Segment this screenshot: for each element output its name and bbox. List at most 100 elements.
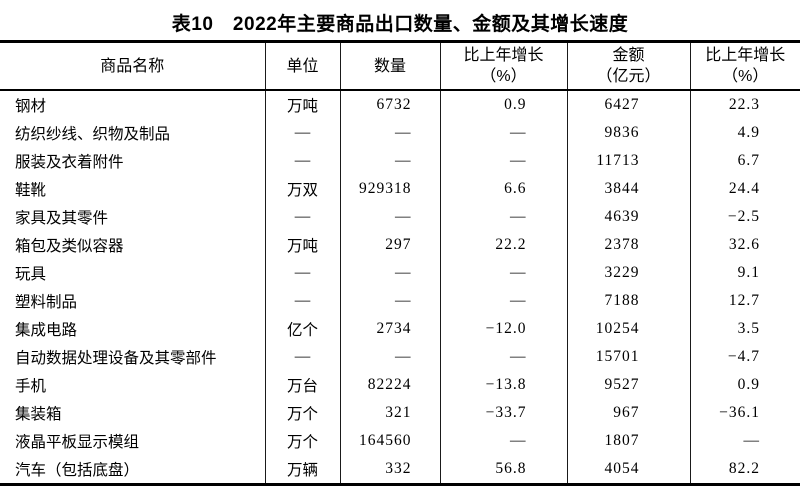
unit-cell: — (264, 259, 340, 287)
amount-growth-cell: −36.1 (689, 399, 800, 427)
column-header-label: 金额 (612, 47, 645, 64)
table-row: 集装箱 万个 321 −33.7 967 −36.1 (0, 399, 800, 427)
amount-cell: 1807 (566, 427, 690, 455)
amount-cell: 7188 (566, 287, 690, 315)
unit-cell: 万双 (264, 175, 340, 203)
amount-cell: 4054 (566, 455, 690, 485)
quantity-cell: 6732 (339, 90, 440, 119)
amount-cell: 9527 (566, 371, 690, 399)
unit-cell: 万个 (264, 399, 340, 427)
table-row: 汽车（包括底盘） 万辆 332 56.8 4054 82.2 (0, 455, 800, 485)
export-commodities-table: 商品名称 单位 数量 比上年增长 （%） 金额 （亿元） (0, 40, 800, 486)
quantity-cell: — (339, 147, 440, 175)
quantity-cell: — (339, 119, 440, 147)
table-row: 塑料制品 — — —7188 12.7 (0, 287, 800, 315)
amount-growth-cell: — (689, 427, 800, 455)
quantity-growth-cell: 22.2 (439, 231, 567, 259)
commodity-name-cell: 钢材 (15, 98, 47, 115)
amount-cell: 6427 (566, 90, 690, 119)
commodity-name-cell: 纺织纱线、织物及制品 (15, 126, 171, 143)
quantity-growth-cell: −33.7 (439, 399, 567, 427)
table-row: 钢材 万吨 6732 0.9 6427 22.3 (0, 90, 800, 119)
commodity-name-cell: 自动数据处理设备及其零部件 (15, 350, 217, 367)
amount-cell: 4639 (566, 203, 690, 231)
quantity-cell: 321 (339, 399, 440, 427)
column-header-label: 单位 (286, 57, 319, 75)
column-header-sublabel: （%） (480, 68, 527, 85)
quantity-cell: 929318 (339, 175, 440, 203)
commodity-name-cell: 塑料制品 (15, 294, 78, 311)
commodity-name-cell: 手机 (15, 378, 47, 395)
amount-cell: 11713 (566, 147, 690, 175)
quantity-growth-cell: — (439, 427, 567, 455)
amount-cell: 9836 (566, 119, 690, 147)
table-header: 商品名称 单位 数量 比上年增长 （%） 金额 （亿元） (0, 41, 800, 91)
column-header-label: 比上年增长 (463, 47, 544, 64)
table-row: 自动数据处理设备及其零部件 — — —15701 −4.7 (0, 343, 800, 371)
commodity-name-cell: 液晶平板显示模组 (15, 434, 140, 451)
column-header-amount: 金额 （亿元） (566, 41, 690, 91)
amount-growth-cell: 82.2 (689, 455, 800, 485)
amount-growth-cell: 22.3 (689, 90, 800, 119)
quantity-cell: 2734 (339, 315, 440, 343)
column-header-amount-growth: 比上年增长 （%） (689, 41, 800, 91)
column-header-label: 商品名称 (100, 57, 165, 75)
quantity-growth-cell: −13.8 (439, 371, 567, 399)
unit-cell: — (264, 119, 340, 147)
quantity-cell: — (339, 259, 440, 287)
amount-growth-cell: 32.6 (689, 231, 800, 259)
unit-cell: — (264, 287, 340, 315)
amount-cell: 10254 (566, 315, 690, 343)
table-row: 集成电路 亿个 2734 −12.0 10254 3.5 (0, 315, 800, 343)
table-row: 液晶平板显示模组 万个 164560—1807— (0, 427, 800, 455)
commodity-name-cell: 集装箱 (15, 406, 62, 423)
amount-cell: 3229 (566, 259, 690, 287)
unit-cell: 万吨 (264, 90, 340, 119)
amount-cell: 15701 (566, 343, 690, 371)
table-row: 玩具 — — —3229 9.1 (0, 259, 800, 287)
unit-cell: — (264, 147, 340, 175)
unit-cell: — (264, 203, 340, 231)
amount-growth-cell: −4.7 (689, 343, 800, 371)
quantity-cell: 164560 (339, 427, 440, 455)
quantity-growth-cell: — (439, 203, 567, 231)
table-row: 鞋靴 万双 929318 6.6 3844 24.4 (0, 175, 800, 203)
quantity-growth-cell: 56.8 (439, 455, 567, 485)
table-title: 表10 2022年主要商品出口数量、金额及其增长速度 (171, 14, 629, 35)
amount-growth-cell: 3.5 (689, 315, 800, 343)
amount-cell: 967 (566, 399, 690, 427)
quantity-growth-cell: — (439, 259, 567, 287)
quantity-growth-cell: — (439, 119, 567, 147)
quantity-cell: 332 (339, 455, 440, 485)
commodity-name-cell: 集成电路 (15, 322, 78, 339)
column-header-label: 比上年增长 (705, 47, 786, 64)
table-row: 家具及其零件 — — —4639 −2.5 (0, 203, 800, 231)
amount-growth-cell: −2.5 (689, 203, 800, 231)
header-row: 商品名称 单位 数量 比上年增长 （%） 金额 （亿元） (0, 41, 800, 91)
amount-growth-cell: 12.7 (689, 287, 800, 315)
quantity-growth-cell: — (439, 343, 567, 371)
amount-growth-cell: 4.9 (689, 119, 800, 147)
column-header-sublabel: （%） (722, 68, 769, 85)
quantity-growth-cell: −12.0 (439, 315, 567, 343)
quantity-cell: — (339, 343, 440, 371)
commodity-name-cell: 鞋靴 (15, 182, 47, 199)
unit-cell: 万台 (264, 371, 340, 399)
quantity-growth-cell: — (439, 287, 567, 315)
amount-growth-cell: 0.9 (689, 371, 800, 399)
unit-cell: — (264, 343, 340, 371)
commodity-name-cell: 箱包及类似容器 (15, 238, 124, 255)
amount-growth-cell: 24.4 (689, 175, 800, 203)
table-row: 手机 万台 82224 −13.8 9527 0.9 (0, 371, 800, 399)
table-row: 服装及衣着附件 — — —11713 6.7 (0, 147, 800, 175)
quantity-cell: 297 (339, 231, 440, 259)
amount-cell: 3844 (566, 175, 690, 203)
commodity-name-cell: 玩具 (15, 266, 47, 283)
table-row: 箱包及类似容器 万吨 297 22.2 2378 32.6 (0, 231, 800, 259)
commodity-name-cell: 服装及衣着附件 (15, 154, 124, 171)
table-row: 纺织纱线、织物及制品 — — —9836 4.9 (0, 119, 800, 147)
quantity-cell: — (339, 203, 440, 231)
column-header-commodity-name: 商品名称 (0, 41, 265, 91)
column-header-label: 数量 (373, 57, 406, 75)
